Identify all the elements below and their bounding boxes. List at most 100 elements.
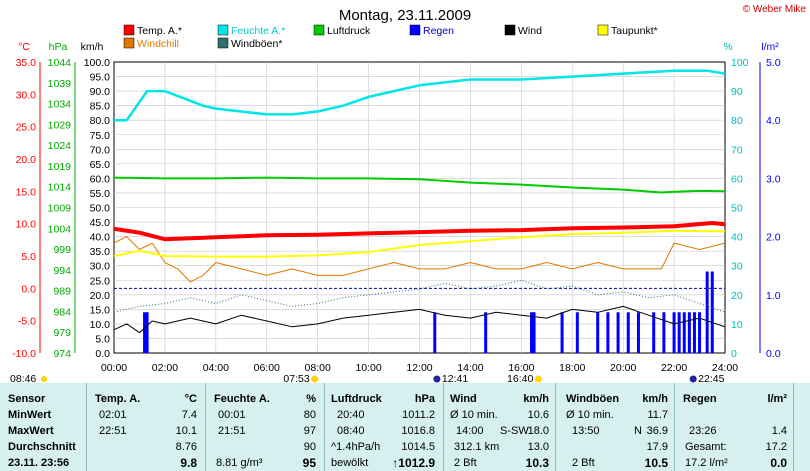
rain-total-label: Gesamt: xyxy=(685,441,727,453)
celsius-axis-tick: -10.0 xyxy=(12,348,36,360)
kmh-axis-tick: 35.0 xyxy=(90,246,111,258)
humidity-avg-value: 90 xyxy=(303,441,316,453)
time-tick: 10:00 xyxy=(355,362,381,374)
hpa-axis-tick: 1014 xyxy=(48,182,72,194)
time-tick: 08:00 xyxy=(305,362,331,374)
temp-min-value: 7.4 xyxy=(181,409,197,421)
kmh-axis-tick: 90.0 xyxy=(90,86,111,98)
left-time: 08:46 xyxy=(10,373,36,383)
kmh-axis-tick: 65.0 xyxy=(90,159,111,171)
wind-beaufort: 2 Bft xyxy=(454,457,477,469)
humidity-max-time: 21:51 xyxy=(218,425,246,437)
legend-swatch xyxy=(217,24,229,36)
percent-axis-tick: 30 xyxy=(731,261,743,273)
time-tick: 24:00 xyxy=(712,362,738,374)
time-tick: 04:00 xyxy=(203,362,229,374)
percent-axis-tick: 80 xyxy=(731,115,743,127)
legend: Temp. A.* Feuchte A.* Luftdruck Regen Wind Ta… xyxy=(123,24,658,50)
hpa-axis-tick: 1034 xyxy=(48,99,72,111)
col-wind: Wind km/h Ø 10 min. 10.6 14:00 S-SW 18.0… xyxy=(444,383,556,471)
sunrise-time: 07:53 xyxy=(283,373,309,383)
col-pressure: Luftdruck hPa 20:40 1011.2 08:40 1016.8 … xyxy=(325,383,444,471)
rain-bar xyxy=(484,312,488,353)
temp-unit: °C xyxy=(184,393,197,405)
rain-bar xyxy=(692,312,696,353)
col-temp: Temp. A. °C 02:01 7.4 22:51 10.1 8.76 9.… xyxy=(87,383,206,471)
celsius-axis-tick: 5.0 xyxy=(21,251,36,263)
humidity-title: Feuchte A. xyxy=(214,393,270,405)
sunset-icon xyxy=(534,375,542,383)
hpa-axis-tick: 1044 xyxy=(48,57,72,69)
hpa-axis-tick: 1019 xyxy=(48,161,72,173)
col-extra xyxy=(794,383,810,471)
axes: 35.0 30.0 25.0 20.0 15.0 10.0 5.0 0.0 -5.0 -10.0 °… xyxy=(12,41,781,374)
humidity-current: 95 xyxy=(302,456,316,470)
rain-bar xyxy=(532,312,536,353)
col-humidity: Feuchte A. % 00:01 80 21:51 97 90 8.81 g… xyxy=(206,383,325,471)
legend-label: Wind xyxy=(518,25,542,37)
hpa-axis-tick: 1004 xyxy=(48,223,72,235)
rain-axis-unit: l/m² xyxy=(761,41,779,53)
legend-label: Luftdruck xyxy=(327,25,371,37)
time-tick: 12:00 xyxy=(406,362,432,374)
rain-bar xyxy=(596,312,600,353)
time-tick: 00:00 xyxy=(101,362,127,374)
percent-axis-tick: 70 xyxy=(731,144,743,156)
legend-swatch xyxy=(217,37,229,49)
pressure-max-value: 1016.8 xyxy=(401,425,435,437)
rain-bar xyxy=(575,312,579,353)
rain-bar xyxy=(143,312,147,353)
rain-axis-tick: 0.0 xyxy=(766,348,781,360)
sunset-time: 16:40 xyxy=(507,373,533,383)
sun-moon-row: 07:53 16:40 12:41 22:45 08:46 xyxy=(10,373,725,383)
temp-avg-value: 8.76 xyxy=(175,441,197,453)
celsius-axis-tick: 10.0 xyxy=(16,219,37,231)
kmh-axis-tick: 50.0 xyxy=(90,203,111,215)
wind-avg-value: 13.0 xyxy=(527,441,549,453)
wind-distance: 312.1 km xyxy=(454,441,500,453)
celsius-axis-tick: 0.0 xyxy=(21,283,36,295)
kmh-axis-tick: 80.0 xyxy=(90,115,111,127)
plot-area xyxy=(113,61,726,354)
wind-current: 10.3 xyxy=(525,456,549,470)
legend-swatch xyxy=(313,24,325,36)
sensor-title: Sensor xyxy=(8,393,46,405)
hpa-axis-tick: 1029 xyxy=(48,119,72,131)
celsius-axis-tick: 25.0 xyxy=(16,122,37,134)
legend-label: Windböen* xyxy=(231,38,282,50)
kmh-axis-tick: 30.0 xyxy=(90,261,111,273)
gusts-beaufort: 2 Bft xyxy=(572,457,595,469)
legend-label: Windchill xyxy=(137,38,179,50)
credit-label: © Weber Mike xyxy=(743,4,807,15)
rain-bar xyxy=(145,312,149,353)
rain-axis-tick: 3.0 xyxy=(766,173,781,185)
gusts-avg10-label: Ø 10 min. xyxy=(566,409,614,421)
kmh-axis-tick: 25.0 xyxy=(90,275,111,287)
row-min-label: MinWert xyxy=(8,409,52,421)
hpa-axis-tick: 994 xyxy=(53,265,71,277)
rain-day-total: 17.2 l/m² xyxy=(685,457,728,469)
percent-axis-tick: 90 xyxy=(731,86,743,98)
stats-table: Sensor MinWert MaxWert Durchschnitt 23.1… xyxy=(0,383,810,471)
kmh-axis-tick: 15.0 xyxy=(90,304,111,316)
wind-max-time: 14:00 xyxy=(456,425,484,437)
rain-axis-tick: 2.0 xyxy=(766,232,781,244)
legend-label: Regen xyxy=(423,25,454,37)
row-avg-label: Durchschnitt xyxy=(8,441,76,453)
pressure-avg-value: 1014.5 xyxy=(401,441,435,453)
percent-axis-tick: 60 xyxy=(731,173,743,185)
time-tick: 20:00 xyxy=(610,362,636,374)
time-tick: 02:00 xyxy=(152,362,178,374)
series-tempa xyxy=(113,221,726,242)
hpa-axis-unit: hPa xyxy=(49,41,68,53)
percent-axis-tick: 0 xyxy=(731,348,737,360)
series-windchill xyxy=(113,236,726,283)
gusts-max-direction: N xyxy=(634,425,642,437)
legend-label: Taupunkt* xyxy=(611,25,658,37)
pressure-max-time: 08:40 xyxy=(337,425,365,437)
legend-swatch xyxy=(123,24,135,36)
celsius-axis-unit: °C xyxy=(18,41,30,53)
wind-max-value: 18.0 xyxy=(527,425,549,437)
rain-current: 0.0 xyxy=(770,456,787,470)
time-tick: 22:00 xyxy=(661,362,687,374)
